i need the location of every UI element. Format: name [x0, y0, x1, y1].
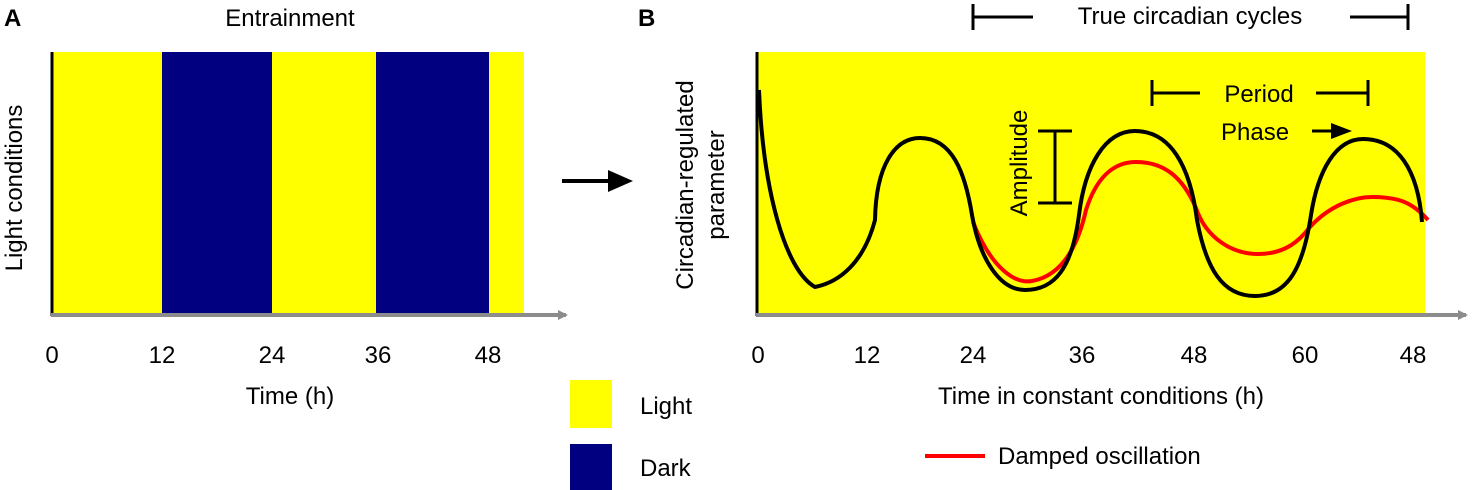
- panel-b-ylabel-line2: parameter: [703, 130, 730, 239]
- tick-label: 36: [1069, 342, 1096, 369]
- panel-a-xlabel: Time (h): [246, 383, 334, 410]
- tick-label: 48: [1400, 342, 1427, 369]
- phase-label: Phase: [1221, 119, 1289, 146]
- panel-b-xlabel: Time in constant conditions (h): [938, 383, 1264, 410]
- true-cycles-label: True circadian cycles: [1078, 3, 1303, 30]
- tick-label: 36: [365, 342, 392, 369]
- tick-label: 48: [1181, 342, 1208, 369]
- legend-light-dark: Light Dark: [570, 380, 692, 490]
- tick-label: 24: [259, 342, 286, 369]
- amplitude-label: Amplitude: [1006, 110, 1033, 217]
- period-bracket: Period: [1150, 80, 1370, 108]
- light-period-1: [52, 52, 162, 314]
- tick-label: 12: [854, 342, 881, 369]
- legend-damped: Damped oscillation: [925, 443, 1201, 470]
- transition-arrow: [562, 170, 633, 192]
- legend-light-label: Light: [640, 393, 692, 420]
- amplitude-annotation: Amplitude: [1006, 110, 1072, 217]
- panel-b-ylabel-line1: Circadian-regulated: [672, 80, 699, 289]
- legend-light-swatch: [570, 380, 612, 428]
- light-period-3: [489, 52, 524, 314]
- panel-b: B True circadian cycles Period Phase: [638, 3, 1468, 470]
- dark-period-2: [376, 52, 489, 314]
- tick-label: 12: [149, 342, 176, 369]
- panel-a-ticks: 0 12 24 36 48: [45, 342, 501, 369]
- light-period-2: [272, 52, 376, 314]
- panel-a-ylabel: Light conditions: [1, 105, 28, 272]
- period-label: Period: [1224, 81, 1293, 108]
- phase-annotation: Phase: [1221, 119, 1352, 146]
- tick-label: 0: [751, 342, 764, 369]
- legend-damped-label: Damped oscillation: [998, 443, 1201, 470]
- panel-b-letter: B: [638, 5, 655, 32]
- tick-label: 24: [960, 342, 987, 369]
- tick-label: 48: [475, 342, 502, 369]
- panel-a-letter: A: [4, 5, 21, 32]
- tick-label: 60: [1292, 342, 1319, 369]
- legend-dark-swatch: [570, 444, 612, 490]
- legend-dark-label: Dark: [640, 455, 692, 482]
- panel-b-ticks: 0 12 24 36 48 60 48: [751, 342, 1426, 369]
- dark-period-1: [162, 52, 272, 314]
- light-dark-bars: [52, 52, 524, 314]
- tick-label: 0: [45, 342, 58, 369]
- true-cycles-bracket: True circadian cycles: [971, 3, 1410, 30]
- constant-light-background: [757, 52, 1425, 314]
- panel-b-ylabel: Circadian-regulated parameter: [672, 80, 730, 289]
- true-circadian-curve: [757, 89, 1424, 298]
- panel-a-title: Entrainment: [225, 5, 355, 32]
- panel-a: A Entrainment 0 12 24 36 48 Time (h) Lig…: [1, 5, 568, 410]
